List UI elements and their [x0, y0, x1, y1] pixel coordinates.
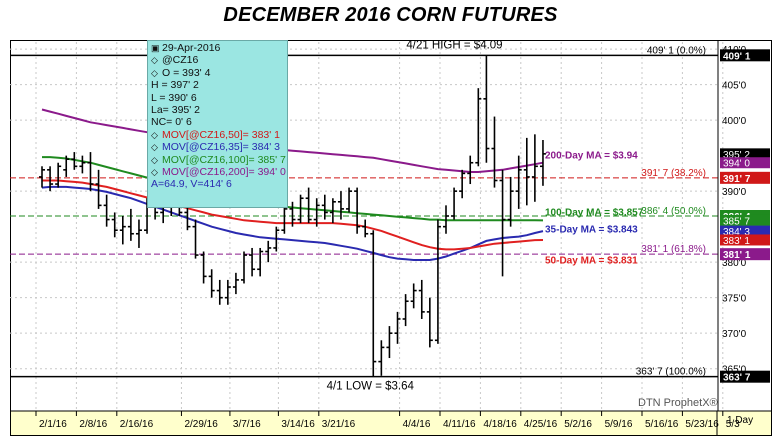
- date-axis-strip: [10, 410, 772, 436]
- price-box: [720, 148, 770, 160]
- diamond-icon: ◇: [151, 129, 158, 140]
- x-tick-label: 3/21/16: [322, 419, 356, 430]
- price-box-text: 384' 3: [723, 227, 750, 238]
- x-tick-label: 2/16/16: [120, 419, 154, 430]
- price-box-text: 383' 1: [723, 236, 750, 247]
- price-axis: 410'0405'0400'0390'0380'0375'0370'0365'0…: [717, 40, 770, 420]
- diamond-icon: ◇: [151, 55, 158, 66]
- price-box: [720, 157, 770, 169]
- price-box-text: 385' 7: [723, 216, 750, 227]
- diamond-icon: ◇: [151, 67, 158, 78]
- fib-label: 386' 4 (50.0%): [641, 206, 706, 217]
- x-tick-label: 2/8/16: [79, 419, 107, 430]
- data-tooltip: ▣ 29-Apr-2016 ◇ @CZ16 ◇ O = 393' 4 H = 397'…: [147, 40, 288, 208]
- x-tick-label: 5/9/16: [605, 419, 633, 430]
- annotation-1: 4/1 LOW = $3.64: [327, 381, 415, 393]
- fib-price-box: [720, 370, 770, 383]
- tooltip-mov35: MOV[@CZ16,35]= 384' 3: [162, 141, 281, 154]
- price-box: [720, 214, 770, 226]
- y-tick-label: 380'0: [722, 258, 747, 269]
- x-tick-label: 5/23/16: [685, 419, 719, 430]
- tooltip-volume: A=64.9, V=414' 6: [151, 178, 232, 191]
- annotation-3: 100-Day MA = $3.857: [545, 207, 644, 218]
- ma-line-0: [41, 108, 544, 173]
- diamond-icon: ◇: [151, 154, 158, 165]
- diamond-icon: ◇: [151, 167, 158, 178]
- tooltip-mov100-row: ◇ MOV[@CZ16,100]= 385' 7: [151, 153, 286, 166]
- x-tick-label: 5/3: [726, 419, 740, 430]
- y-tick-label: 370'0: [722, 329, 747, 340]
- price-box: [720, 234, 770, 246]
- tooltip-date-row: ▣ 29-Apr-2016: [151, 42, 284, 54]
- chart-area: 409' 1 (0.0%) 391' 7 (38.2%) 386' 4 (50.0%…: [10, 39, 772, 436]
- x-tick-label: 2/1/16: [39, 419, 67, 430]
- x-tick-label: 4/18/16: [483, 419, 517, 430]
- ma-line-2: [41, 185, 544, 261]
- chart-border: [10, 40, 772, 436]
- fib-label: 409' 1 (0.0%): [647, 45, 706, 56]
- fib-price-box-text: 381' 1: [723, 250, 751, 261]
- x-tick-label: 5/2/16: [564, 419, 592, 430]
- tooltip-mov200-row: ◇ MOV[@CZ16,200]= 394' 0: [151, 166, 286, 179]
- fib-label: 363' 7 (100.0%): [636, 367, 706, 378]
- tooltip-symbol: @CZ16: [162, 54, 199, 67]
- interval-label[interactable]: 1 Day: [727, 415, 753, 426]
- tooltip-low: L = 390' 6: [151, 91, 197, 104]
- y-tick-label: 400'0: [722, 116, 747, 127]
- chart-title: DECEMBER 2016 CORN FUTURES: [223, 4, 558, 26]
- fib-price-box-text: 363' 7: [723, 373, 751, 384]
- chart-svg: 409' 1 (0.0%) 391' 7 (38.2%) 386' 4 (50.0%…: [10, 39, 772, 436]
- tooltip-mov50: MOV[@CZ16,50]= 383' 1: [162, 128, 281, 141]
- tooltip-symbol-row: ◇ @CZ16: [151, 54, 284, 66]
- fib-price-box-text: 409' 1: [723, 51, 751, 62]
- annotation-4: 35-Day MA = $3.843: [545, 224, 638, 235]
- x-tick-label: 3/7/16: [233, 419, 261, 430]
- x-tick-label: 5/16/16: [645, 419, 679, 430]
- tooltip-open-row: ◇ O = 393' 4: [151, 67, 284, 79]
- tooltip-high: H = 397' 2: [151, 79, 199, 92]
- tooltip-netchange: NC= 0' 6: [151, 116, 192, 129]
- fib-price-box: [720, 248, 770, 261]
- x-tick-label: 2/29/16: [184, 419, 218, 430]
- annotation-2: 200-Day MA = $3.94: [545, 150, 638, 161]
- date-axis: 2/1/16 2/8/16 2/16/16 2/29/16 3/7/16 3/14/16 3…: [10, 410, 772, 436]
- x-tick-label: 4/25/16: [524, 419, 558, 430]
- tooltip-mov50-row: ◇ MOV[@CZ16,50]= 383' 1: [151, 129, 284, 141]
- square-icon: ▣: [151, 43, 160, 53]
- tooltip-date: 29-Apr-2016: [162, 42, 221, 54]
- tooltip-mov35-row: ◇ MOV[@CZ16,35]= 384' 3: [151, 141, 284, 153]
- tooltip-last: La= 395' 2: [151, 104, 201, 117]
- fib-label: 381' 1 (61.8%): [641, 244, 706, 255]
- annotation-0: 4/21 HIGH = $4.09: [406, 40, 502, 51]
- annotation-5: 50-Day MA = $3.831: [545, 256, 638, 267]
- tooltip-mov100: MOV[@CZ16,100]= 385' 7: [162, 153, 286, 166]
- x-tick-label: 4/11/16: [443, 419, 476, 430]
- annotation-labels: 4/21 HIGH = $4.09 4/1 LOW = $3.64 200-Day …: [327, 39, 644, 393]
- fib-lines: 409' 1 (0.0%) 391' 7 (38.2%) 386' 4 (50.0%…: [10, 45, 718, 378]
- brand-label: DTN ProphetX®: [638, 397, 718, 409]
- price-box: [720, 225, 770, 237]
- fib-price-box: [720, 49, 770, 62]
- diamond-icon: ◇: [151, 142, 158, 153]
- y-tick-label: 405'0: [722, 81, 747, 92]
- fib-price-box-text: 391' 7: [723, 174, 751, 185]
- fib-label: 391' 7 (38.2%): [641, 168, 706, 179]
- fib-price-box: [720, 171, 770, 184]
- x-tick-label: 4/4/16: [403, 419, 431, 430]
- price-box-text: 395' 2: [723, 150, 750, 161]
- x-tick-label: 3/14/16: [281, 419, 315, 430]
- y-tick-label: 375'0: [722, 294, 747, 305]
- y-tick-label: 390'0: [722, 187, 747, 198]
- price-box-text: 394' 0: [723, 159, 750, 170]
- y-tick-label: 365'0: [722, 365, 747, 376]
- tooltip-open: O = 393' 4: [162, 66, 211, 79]
- tooltip-mov200: MOV[@CZ16,200]= 394' 0: [162, 166, 286, 179]
